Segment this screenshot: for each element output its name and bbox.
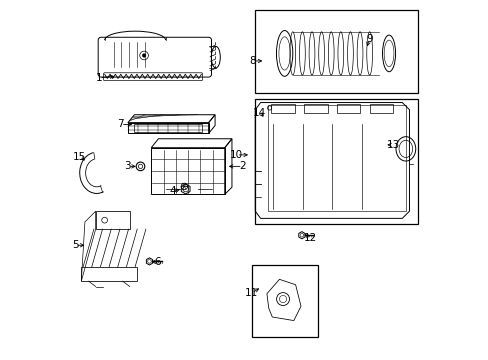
- Text: 3: 3: [124, 161, 131, 171]
- Text: 7: 7: [117, 120, 124, 129]
- Bar: [304, 104, 327, 113]
- Text: 14: 14: [253, 108, 266, 118]
- Text: 8: 8: [249, 56, 256, 66]
- Circle shape: [142, 54, 145, 57]
- Text: 6: 6: [154, 257, 161, 267]
- Text: 2: 2: [239, 161, 245, 171]
- Bar: [369, 104, 392, 113]
- Bar: [255, 99, 418, 224]
- Text: 10: 10: [229, 150, 243, 160]
- Bar: [134, 125, 202, 132]
- Bar: [271, 104, 294, 113]
- Text: 11: 11: [244, 288, 258, 298]
- Text: 13: 13: [386, 140, 399, 150]
- Text: 9: 9: [365, 34, 372, 44]
- Text: 1: 1: [96, 73, 102, 83]
- Bar: [267, 105, 405, 211]
- Bar: [255, 10, 418, 93]
- Text: 4: 4: [169, 186, 176, 197]
- Bar: [251, 265, 317, 337]
- Bar: [336, 104, 360, 113]
- Text: 15: 15: [73, 152, 86, 162]
- Text: 5: 5: [72, 240, 79, 250]
- Text: 12: 12: [304, 233, 317, 243]
